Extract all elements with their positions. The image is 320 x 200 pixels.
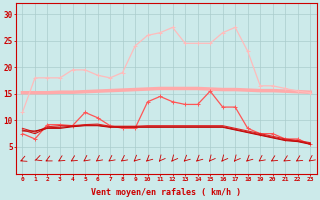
X-axis label: Vent moyen/en rafales ( km/h ): Vent moyen/en rafales ( km/h ) — [92, 188, 241, 197]
